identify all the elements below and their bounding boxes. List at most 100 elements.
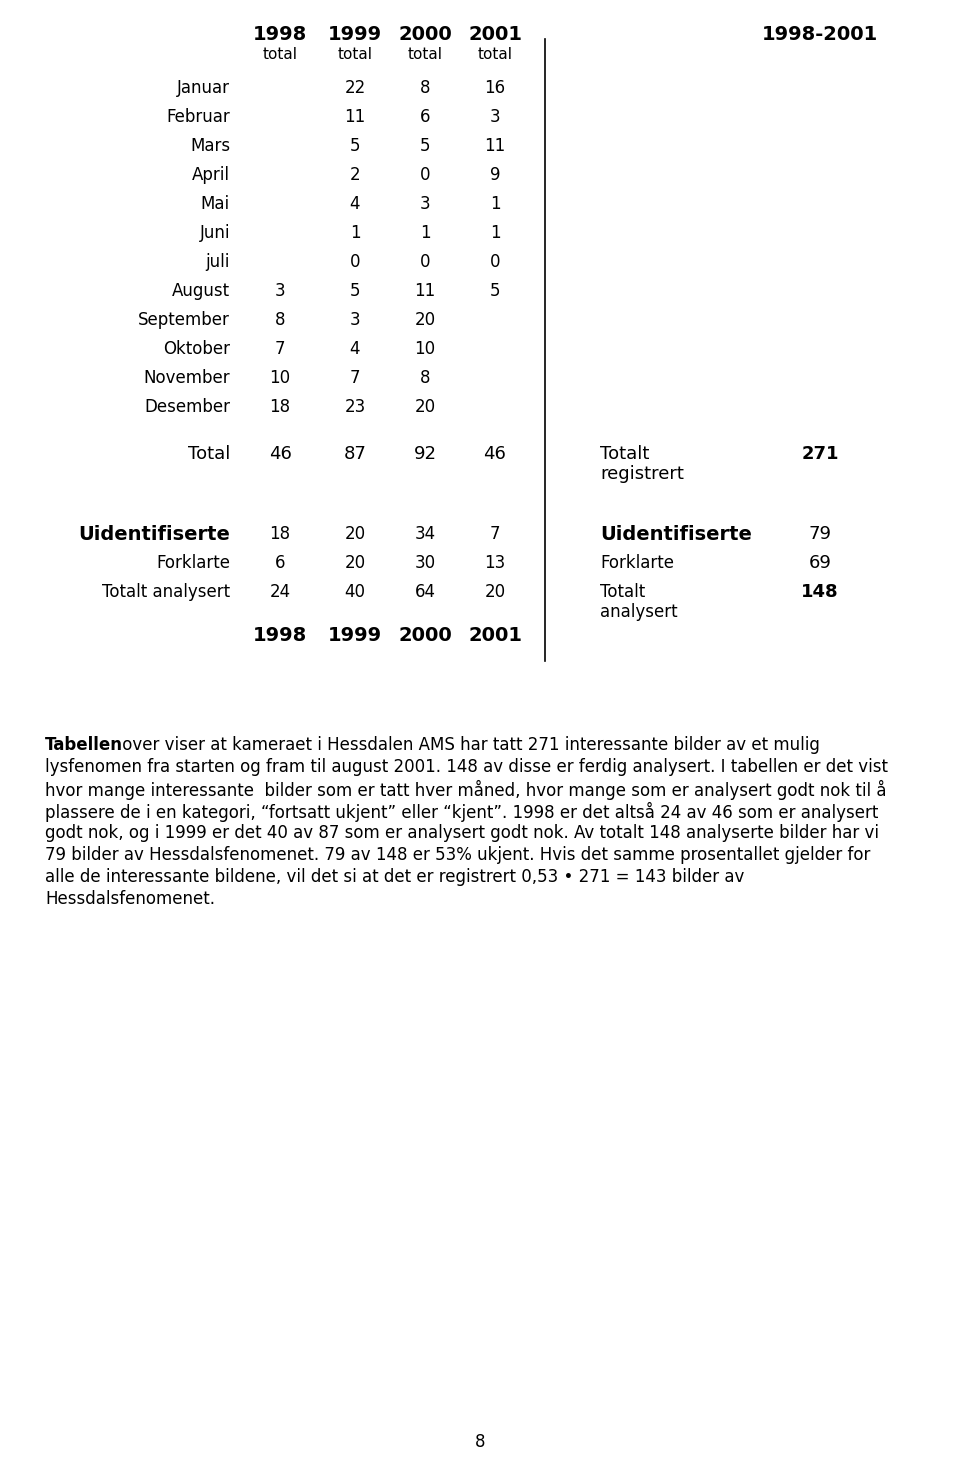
Text: total: total xyxy=(262,47,298,61)
Text: 0: 0 xyxy=(490,253,500,271)
Text: 13: 13 xyxy=(485,554,506,572)
Text: 10: 10 xyxy=(415,339,436,358)
Text: 7: 7 xyxy=(275,339,285,358)
Text: 24: 24 xyxy=(270,582,291,601)
Text: 20: 20 xyxy=(415,398,436,415)
Text: Totalt: Totalt xyxy=(600,582,645,601)
Text: juli: juli xyxy=(205,253,230,271)
Text: 4: 4 xyxy=(349,195,360,214)
Text: total: total xyxy=(477,47,513,61)
Text: Forklarte: Forklarte xyxy=(600,554,674,572)
Text: 6: 6 xyxy=(275,554,285,572)
Text: 1999: 1999 xyxy=(328,626,382,645)
Text: 3: 3 xyxy=(349,312,360,329)
Text: Desember: Desember xyxy=(144,398,230,415)
Text: 11: 11 xyxy=(485,138,506,155)
Text: plassere de i en kategori, “fortsatt ukjent” eller “kjent”. 1998 er det altså 24: plassere de i en kategori, “fortsatt ukj… xyxy=(45,802,878,822)
Text: Mai: Mai xyxy=(201,195,230,214)
Text: September: September xyxy=(138,312,230,329)
Text: Total: Total xyxy=(187,445,230,462)
Text: 1: 1 xyxy=(490,224,500,241)
Text: 3: 3 xyxy=(275,282,285,300)
Text: 8: 8 xyxy=(475,1432,485,1451)
Text: 2000: 2000 xyxy=(398,25,452,44)
Text: Totalt: Totalt xyxy=(600,445,649,462)
Text: 271: 271 xyxy=(802,445,839,462)
Text: godt nok, og i 1999 er det 40 av 87 som er analysert godt nok. Av totalt 148 ana: godt nok, og i 1999 er det 40 av 87 som … xyxy=(45,824,879,843)
Text: 92: 92 xyxy=(414,445,437,462)
Text: 2001: 2001 xyxy=(468,626,522,645)
Text: 0: 0 xyxy=(349,253,360,271)
Text: registrert: registrert xyxy=(600,465,684,483)
Text: Totalt analysert: Totalt analysert xyxy=(102,582,230,601)
Text: 18: 18 xyxy=(270,525,291,543)
Text: 46: 46 xyxy=(484,445,507,462)
Text: 11: 11 xyxy=(415,282,436,300)
Text: over viser at kameraet i Hessdalen AMS har tatt 271 interessante bilder av et mu: over viser at kameraet i Hessdalen AMS h… xyxy=(117,736,820,753)
Text: 6: 6 xyxy=(420,108,430,126)
Text: 0: 0 xyxy=(420,253,430,271)
Text: Februar: Februar xyxy=(166,108,230,126)
Text: 1: 1 xyxy=(490,195,500,214)
Text: total: total xyxy=(407,47,443,61)
Text: 69: 69 xyxy=(808,554,831,572)
Text: 5: 5 xyxy=(490,282,500,300)
Text: August: August xyxy=(172,282,230,300)
Text: 34: 34 xyxy=(415,525,436,543)
Text: Hessdalsfenomenet.: Hessdalsfenomenet. xyxy=(45,890,215,909)
Text: 7: 7 xyxy=(490,525,500,543)
Text: hvor mange interessante  bilder som er tatt hver måned, hvor mange som er analys: hvor mange interessante bilder som er ta… xyxy=(45,780,886,800)
Text: 8: 8 xyxy=(420,369,430,388)
Text: Uidentifiserte: Uidentifiserte xyxy=(78,525,230,544)
Text: 79 bilder av Hessdalsfenomenet. 79 av 148 er 53% ukjent. Hvis det samme prosenta: 79 bilder av Hessdalsfenomenet. 79 av 14… xyxy=(45,846,871,865)
Text: 10: 10 xyxy=(270,369,291,388)
Text: Mars: Mars xyxy=(190,138,230,155)
Text: 7: 7 xyxy=(349,369,360,388)
Text: 40: 40 xyxy=(345,582,366,601)
Text: 8: 8 xyxy=(275,312,285,329)
Text: 2: 2 xyxy=(349,165,360,184)
Text: 1998-2001: 1998-2001 xyxy=(762,25,878,44)
Text: Tabellen: Tabellen xyxy=(45,736,123,753)
Text: 18: 18 xyxy=(270,398,291,415)
Text: 8: 8 xyxy=(420,79,430,97)
Text: 16: 16 xyxy=(485,79,506,97)
Text: 1998: 1998 xyxy=(252,25,307,44)
Text: 3: 3 xyxy=(490,108,500,126)
Text: 23: 23 xyxy=(345,398,366,415)
Text: 46: 46 xyxy=(269,445,292,462)
Text: Oktober: Oktober xyxy=(163,339,230,358)
Text: Forklarte: Forklarte xyxy=(156,554,230,572)
Text: Juni: Juni xyxy=(200,224,230,241)
Text: 4: 4 xyxy=(349,339,360,358)
Text: 5: 5 xyxy=(420,138,430,155)
Text: 20: 20 xyxy=(345,525,366,543)
Text: alle de interessante bildene, vil det si at det er registrert 0,53 • 271 = 143 b: alle de interessante bildene, vil det si… xyxy=(45,868,744,887)
Text: 30: 30 xyxy=(415,554,436,572)
Text: total: total xyxy=(338,47,372,61)
Text: lysfenomen fra starten og fram til august 2001. 148 av disse er ferdig analysert: lysfenomen fra starten og fram til augus… xyxy=(45,758,888,775)
Text: 79: 79 xyxy=(808,525,831,543)
Text: 1998: 1998 xyxy=(252,626,307,645)
Text: Januar: Januar xyxy=(177,79,230,97)
Text: April: April xyxy=(192,165,230,184)
Text: 64: 64 xyxy=(415,582,436,601)
Text: 5: 5 xyxy=(349,282,360,300)
Text: 0: 0 xyxy=(420,165,430,184)
Text: 11: 11 xyxy=(345,108,366,126)
Text: 2000: 2000 xyxy=(398,626,452,645)
Text: 1: 1 xyxy=(349,224,360,241)
Text: 87: 87 xyxy=(344,445,367,462)
Text: 20: 20 xyxy=(485,582,506,601)
Text: 1999: 1999 xyxy=(328,25,382,44)
Text: November: November xyxy=(143,369,230,388)
Text: 5: 5 xyxy=(349,138,360,155)
Text: 20: 20 xyxy=(415,312,436,329)
Text: Uidentifiserte: Uidentifiserte xyxy=(600,525,752,544)
Text: 9: 9 xyxy=(490,165,500,184)
Text: analysert: analysert xyxy=(600,603,678,620)
Text: 20: 20 xyxy=(345,554,366,572)
Text: 148: 148 xyxy=(802,582,839,601)
Text: 2001: 2001 xyxy=(468,25,522,44)
Text: 3: 3 xyxy=(420,195,430,214)
